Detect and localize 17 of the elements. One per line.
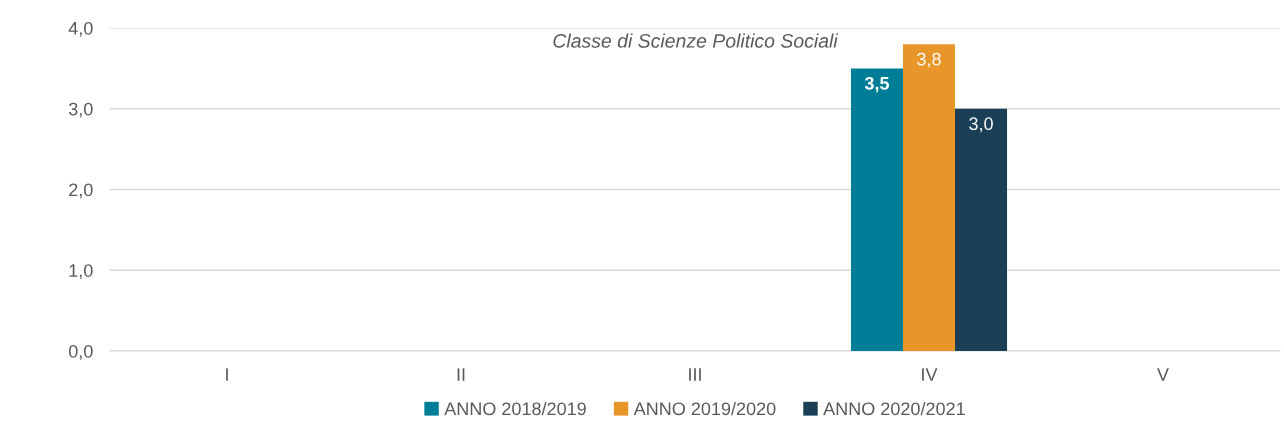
legend-label: ANNO 2020/2021 xyxy=(823,401,965,416)
x-tick-label: II xyxy=(457,368,465,381)
y-tick-label: 3,0 xyxy=(68,102,93,118)
y-tick-label: 2,0 xyxy=(69,183,93,199)
x-tick-label: V xyxy=(1157,368,1169,381)
data-label: 3,8 xyxy=(917,52,941,68)
legend-label: ANNO 2019/2020 xyxy=(633,401,776,416)
y-tick-label: 0,0 xyxy=(68,344,93,360)
legend-label: ANNO 2018/2019 xyxy=(444,401,586,416)
data-label: 3,5 xyxy=(864,76,890,93)
x-tick-label: III xyxy=(689,368,701,381)
y-tick-label: 4,0 xyxy=(68,21,93,37)
data-label: 3,0 xyxy=(969,117,993,133)
x-tick-label: IV xyxy=(922,368,938,381)
x-tick-label: I xyxy=(226,368,228,381)
y-tick-label: 1,0 xyxy=(69,264,93,280)
chart-title: Classe di Scienze Politico Sociali xyxy=(553,33,839,48)
